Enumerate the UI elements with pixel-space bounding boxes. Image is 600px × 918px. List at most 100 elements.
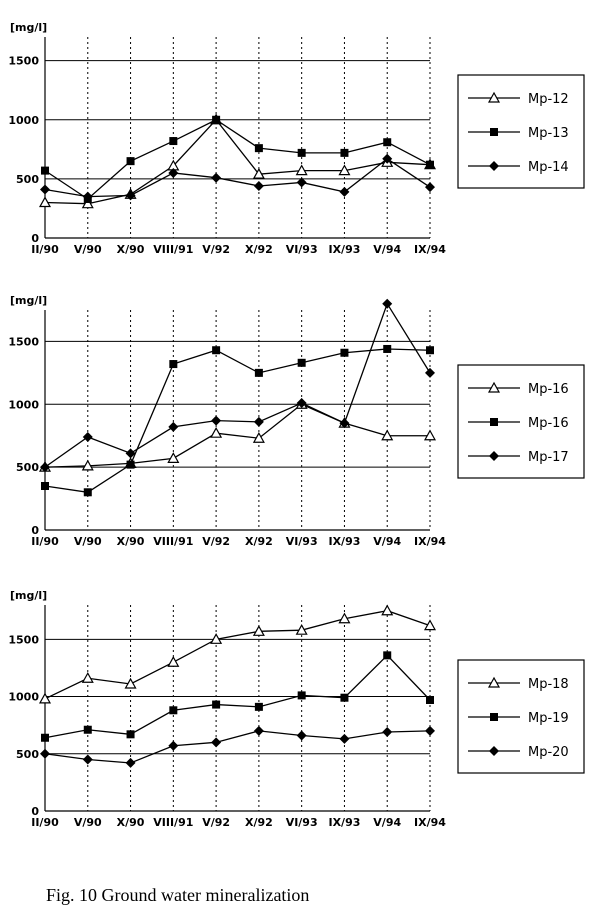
chart-3-series-2-line — [44, 730, 431, 764]
chart-3-series-0-point — [81, 672, 94, 683]
chart-3-series-0-point — [38, 692, 52, 704]
chart-1-series-2-point — [296, 177, 307, 188]
chart-3-series-2-point — [82, 754, 93, 765]
chart-1-series-1-point — [340, 148, 349, 157]
chart-1-series-0-point — [252, 167, 265, 179]
chart-3-series-2-point — [168, 740, 179, 751]
chart-1-xtick-label: IX/94 — [414, 243, 446, 256]
chart-2-series-2-point — [425, 367, 435, 378]
chart-1-xtick-label: V/90 — [74, 243, 102, 256]
chart-2: [mg/l] 0 500 1000 1500 II/90 V/90 X/90 VIII/91 V/… — [8, 294, 585, 548]
chart-2-series-0-point — [423, 429, 437, 441]
chart-3-series-2-point — [382, 727, 393, 738]
chart-3-xtick-label: V/90 — [74, 816, 102, 829]
chart-2-series-2-point — [125, 448, 136, 459]
chart-1-legend-label: Mp-14 — [528, 160, 569, 175]
chart-3-series-group — [38, 604, 437, 768]
chart-2-legend-label: Mp-16 — [528, 416, 569, 431]
chart-3-legend-marker — [490, 713, 498, 721]
chart-2-xtick-label: X/90 — [117, 535, 145, 548]
chart-1-legend-marker — [487, 91, 501, 103]
chart-1-series-0-point — [38, 196, 52, 208]
chart-2-xtick-label: X/92 — [245, 535, 273, 548]
chart-3-series-1-point — [254, 702, 263, 711]
chart-1-series-0-point — [81, 197, 94, 209]
chart-3: [mg/l] 0 500 1000 1500 II/90 V/90 X/90 VIII/91 V/… — [8, 589, 585, 829]
chart-1-series-2-point — [339, 186, 350, 197]
chart-2-series-1-point — [254, 368, 263, 377]
chart-3-series-1-point — [169, 706, 178, 715]
chart-3-xtick-label: X/90 — [117, 816, 145, 829]
chart-2-series-0-point — [81, 459, 94, 471]
chart-1-xtick-label: X/92 — [245, 243, 273, 256]
chart-2-series-1-point — [297, 358, 306, 367]
chart-1-series-0-point — [338, 164, 351, 176]
chart-1-series-2-point — [125, 190, 136, 201]
chart-1-series-1-point — [41, 166, 49, 175]
chart-2-series-2-point — [339, 418, 350, 429]
chart-3-xtick-label: X/92 — [245, 816, 273, 829]
chart-3-ylabel: [mg/l] — [10, 589, 47, 602]
chart-1-series-0-point — [295, 164, 308, 176]
chart-2-series-1-point — [41, 482, 49, 490]
chart-1-legend-marker — [489, 161, 499, 171]
chart-3-series-1-line — [44, 654, 431, 739]
chart-2-ytick-label: 1000 — [8, 398, 39, 411]
chart-1-series-0-line — [44, 118, 431, 205]
chart-2-series-1-line — [44, 348, 431, 493]
chart-1-series-1-point — [126, 157, 135, 166]
chart-3-xtick-label: IX/93 — [328, 816, 360, 829]
chart-3-legend-label: Mp-20 — [528, 745, 569, 760]
chart-3-series-0-point — [124, 677, 137, 689]
chart-2-xtick-label: IX/93 — [328, 535, 360, 548]
chart-3-legend-marker — [487, 676, 501, 688]
chart-1: [mg/l] 0 500 1000 1500 II/90 V/90 X/90 VIII/91 V/… — [8, 21, 585, 256]
chart-2-series-group — [38, 298, 437, 497]
chart-1-xtick-label: V/92 — [202, 243, 230, 256]
chart-1-series-2-point — [425, 182, 435, 193]
chart-2-series-2-point — [382, 298, 393, 309]
chart-3-series-2-point — [296, 730, 307, 741]
chart-3-xtick-label: II/90 — [31, 816, 59, 829]
chart-3-series-2-point — [339, 733, 350, 744]
chart-1-series-2-point — [82, 191, 93, 202]
chart-1-xtick-label: VIII/91 — [153, 243, 193, 256]
chart-1-series-2-point — [253, 180, 264, 191]
chart-3-series-2-point — [125, 757, 136, 768]
chart-2-series-2-point — [253, 416, 264, 427]
chart-3-legend-label: Mp-18 — [528, 677, 569, 692]
chart-3-legend-label: Mp-19 — [528, 711, 569, 726]
chart-1-series-1-point — [169, 137, 178, 146]
chart-3-xtick-label: VI/93 — [286, 816, 318, 829]
chart-3-series-1-point — [426, 695, 434, 704]
chart-2-series-0-line — [44, 403, 430, 468]
chart-2-series-2-point — [40, 462, 50, 473]
chart-3-xtick-label: IX/94 — [414, 816, 446, 829]
chart-3-series-2-point — [211, 737, 222, 748]
chart-3-xtick-label: V/92 — [202, 816, 230, 829]
chart-3-series-0-point — [423, 619, 437, 631]
chart-2-xtick-label: VIII/91 — [153, 535, 193, 548]
chart-3-series-0-point — [252, 625, 265, 636]
chart-1-xtick-label: II/90 — [31, 243, 59, 256]
chart-1-series-group — [38, 113, 437, 209]
chart-2-series-1-point — [126, 460, 135, 469]
chart-2-xtick-label: V/94 — [373, 535, 401, 548]
chart-1-xtick-label: IX/93 — [328, 243, 360, 256]
chart-2-series-2-point — [211, 415, 222, 426]
chart-3-series-0-point — [381, 604, 394, 616]
chart-1-ylabel: [mg/l] — [10, 21, 47, 34]
chart-2-series-1-point — [212, 346, 221, 355]
chart-1-series-2-point — [382, 153, 393, 164]
chart-1-series-2-point — [40, 184, 50, 195]
chart-1-series-1-line — [44, 119, 431, 200]
chart-1-xtick-label: X/90 — [117, 243, 145, 256]
chart-3-xtick-label: V/94 — [373, 816, 401, 829]
chart-2-ylabel: [mg/l] — [10, 294, 47, 307]
chart-2-legend-label: Mp-16 — [528, 382, 569, 397]
chart-2-series-1-point — [83, 488, 92, 497]
chart-2-legend-marker — [487, 381, 501, 393]
chart-3-series-1-point — [212, 700, 221, 709]
chart-3-xtick-label: VIII/91 — [153, 816, 193, 829]
